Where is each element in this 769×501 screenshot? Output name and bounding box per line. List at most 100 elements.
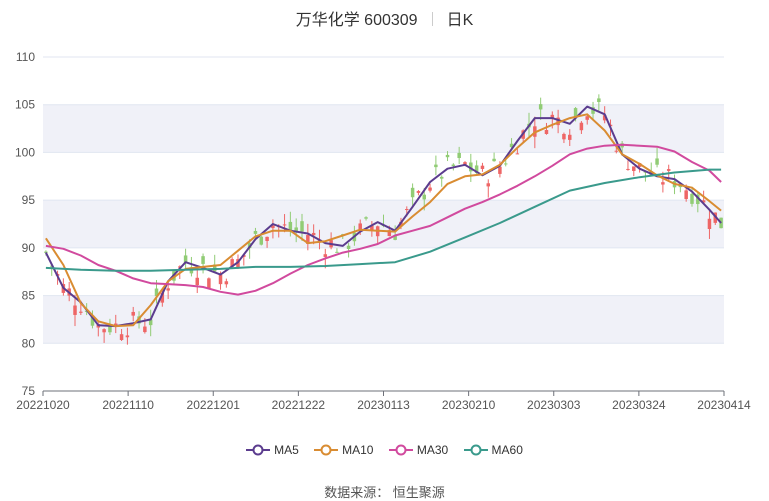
candle-body bbox=[707, 218, 712, 230]
candle-body bbox=[370, 225, 374, 231]
candle-body bbox=[253, 230, 258, 234]
legend-ma10-marker bbox=[314, 444, 339, 456]
candle-body bbox=[509, 143, 514, 148]
candle-body bbox=[422, 194, 426, 200]
candle-body bbox=[579, 122, 584, 131]
candle-body bbox=[364, 217, 368, 219]
candle-body bbox=[661, 182, 665, 185]
candle-body bbox=[346, 245, 351, 250]
chart-title-row: 万华化学 600309 日K bbox=[0, 6, 769, 30]
x-tick-label: 20230210 bbox=[442, 398, 496, 412]
candle-body bbox=[311, 232, 316, 236]
legend-item-ma5[interactable]: MA5 bbox=[246, 443, 299, 457]
candle-body bbox=[183, 255, 188, 264]
period-label: 日K bbox=[446, 12, 474, 29]
candle-body bbox=[655, 158, 659, 165]
candle-body bbox=[684, 190, 688, 199]
candle-body bbox=[550, 114, 555, 118]
candle-body bbox=[259, 236, 264, 245]
candle-body bbox=[410, 187, 415, 198]
candle-body bbox=[393, 235, 397, 240]
candle-body bbox=[44, 251, 48, 253]
candle-body bbox=[300, 221, 304, 232]
x-tick-label: 20230414 bbox=[697, 398, 751, 412]
candle-body bbox=[282, 224, 287, 226]
candle-body bbox=[428, 187, 432, 191]
legend-item-ma30[interactable]: MA30 bbox=[388, 443, 449, 457]
candle-body bbox=[79, 311, 83, 313]
chart-title: 万华化学 600309 bbox=[295, 12, 418, 29]
candle-body bbox=[480, 165, 485, 169]
y-tick-label: 110 bbox=[16, 50, 35, 64]
x-tick-label: 20221110 bbox=[102, 398, 154, 412]
series-line-ma60 bbox=[45, 168, 722, 272]
legend-item-ma60[interactable]: MA60 bbox=[463, 443, 523, 457]
candle-body bbox=[515, 153, 520, 155]
x-tick-label: 20230324 bbox=[612, 398, 666, 412]
candle-body bbox=[632, 166, 636, 171]
x-tick-label: 20221020 bbox=[16, 398, 70, 412]
candle-body bbox=[492, 158, 496, 162]
candle-body bbox=[445, 154, 450, 158]
y-tick-label: 100 bbox=[15, 145, 35, 159]
x-tick-label: 20221222 bbox=[272, 398, 326, 412]
x-tick-label: 20230303 bbox=[527, 398, 581, 412]
legend-ma10-label: MA10 bbox=[342, 443, 374, 457]
candle-body bbox=[469, 162, 473, 172]
candle-body bbox=[236, 259, 240, 268]
candle-body bbox=[306, 235, 310, 244]
candle-body bbox=[585, 116, 589, 120]
legend-ma60-label: MA60 bbox=[491, 443, 523, 457]
candle-body bbox=[212, 264, 217, 272]
legend-ma5-label: MA5 bbox=[274, 443, 299, 457]
y-tick-label: 85 bbox=[22, 289, 36, 303]
candle-body bbox=[335, 251, 339, 253]
title-divider bbox=[431, 12, 433, 26]
data-source: 数据来源： 恒生聚源 bbox=[324, 485, 445, 500]
candle-body bbox=[701, 200, 706, 203]
candle-body bbox=[503, 163, 508, 165]
candle-body bbox=[690, 193, 694, 204]
candle-body bbox=[602, 115, 607, 121]
candle-body bbox=[125, 335, 130, 338]
candle-body bbox=[434, 164, 438, 168]
candle-body bbox=[160, 292, 165, 303]
candle-body bbox=[538, 104, 543, 110]
candle-body bbox=[201, 256, 205, 264]
candle-body bbox=[108, 324, 112, 333]
candle-body bbox=[591, 107, 595, 114]
candle-body bbox=[358, 223, 362, 231]
legend-item-ma10[interactable]: MA10 bbox=[314, 443, 373, 457]
candle-body bbox=[573, 108, 578, 118]
candle-body bbox=[114, 323, 118, 326]
legend-ma60-marker bbox=[463, 444, 488, 456]
candle-body bbox=[119, 334, 124, 340]
candle-body bbox=[73, 305, 77, 315]
y-tick-label: 90 bbox=[22, 241, 36, 255]
candle-body bbox=[224, 281, 229, 285]
series-line-ma30 bbox=[45, 143, 722, 296]
candle-body bbox=[323, 254, 328, 257]
candle-body bbox=[178, 266, 182, 268]
y-tick-label: 80 bbox=[22, 336, 36, 350]
candle-body bbox=[387, 230, 392, 236]
legend-ma30-label: MA30 bbox=[416, 443, 449, 457]
candle-body bbox=[265, 236, 269, 241]
legend-ma30-marker bbox=[388, 444, 413, 456]
candle-body bbox=[271, 225, 275, 229]
candle-body bbox=[230, 259, 234, 267]
candle-body bbox=[143, 326, 147, 333]
candle-body bbox=[457, 152, 461, 159]
candle-body bbox=[154, 288, 159, 297]
candle-body bbox=[288, 221, 293, 232]
y-tick-label: 75 bbox=[22, 384, 36, 398]
candle-body bbox=[463, 162, 467, 165]
candle-body bbox=[131, 311, 135, 316]
candle-body bbox=[166, 288, 170, 291]
x-tick-label: 20230113 bbox=[357, 398, 410, 412]
series-line-ma5 bbox=[45, 105, 722, 328]
candle-body bbox=[207, 278, 211, 289]
candle-body bbox=[405, 209, 409, 211]
candle-body bbox=[474, 165, 479, 174]
